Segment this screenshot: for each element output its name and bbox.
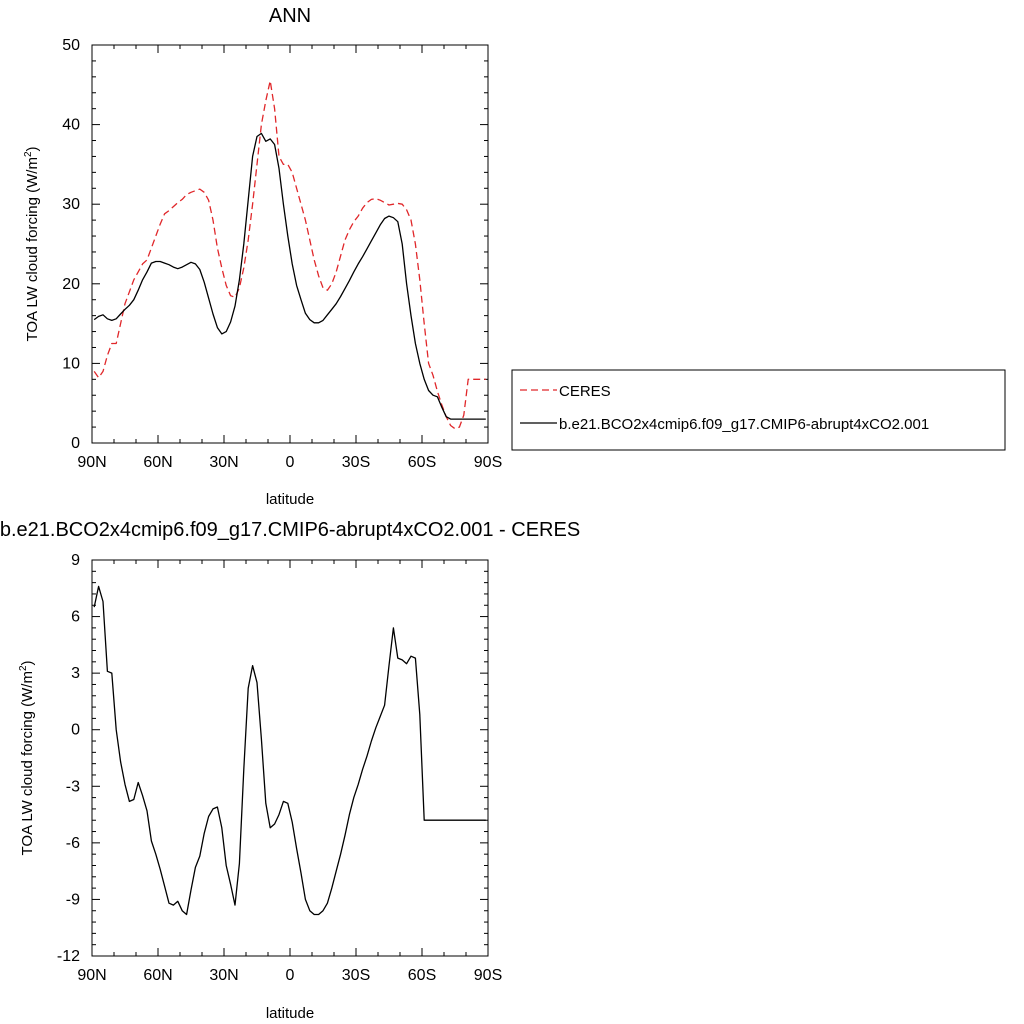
series-line-difference: [93, 585, 486, 916]
tick-labels-difference: 90N 60N 30N 0 30S 60S 90S -12 -9 -6 -3 0 3 6 9: [57, 552, 502, 984]
x-tick-label: 30S: [342, 967, 370, 984]
x-tick-label: 60N: [143, 967, 172, 984]
legend: CERES b.e21.BCO2x4cmip6.f09_g17.CMIP6-ab…: [511, 369, 1006, 451]
panel-annual-cloud-forcing: ANN 90N 60N 30N 0 30S 60S 90S 0 10 20 30 40 50 latit…: [23, 5, 1006, 508]
plot-frame-difference: [91, 559, 489, 957]
chart-title-difference: b.e21.BCO2x4cmip6.f09_g17.CMIP6-abrupt4x…: [0, 519, 580, 541]
y-tick-label: -3: [66, 778, 80, 795]
x-tick-label: 30N: [209, 454, 238, 471]
x-tick-label: 90N: [77, 454, 106, 471]
x-tick-label: 60S: [408, 967, 436, 984]
tick-labels: 90N 60N 30N 0 30S 60S 90S 0 10 20 30 40 50: [62, 37, 502, 471]
y-tick-label: -6: [66, 835, 80, 852]
series-line-ceres: [93, 80, 486, 430]
x-tick-label: 90N: [77, 967, 106, 984]
y-tick-label: 6: [71, 609, 80, 626]
legend-entry-ceres: CERES: [559, 383, 611, 400]
x-tick-label: 90S: [474, 967, 502, 984]
x-tick-label: 30S: [342, 454, 370, 471]
x-tick-label: 60N: [143, 454, 172, 471]
x-tick-label: 30N: [209, 967, 238, 984]
x-tick-label: 0: [286, 967, 295, 984]
y-tick-label: 20: [62, 276, 80, 293]
panel-difference: b.e21.BCO2x4cmip6.f09_g17.CMIP6-abrupt4x…: [0, 519, 580, 1022]
y-tick-label: 0: [71, 435, 80, 452]
series-lines-difference: [93, 585, 486, 916]
y-tick-label: 40: [62, 117, 80, 134]
y-axis-label-tail: ): [24, 146, 41, 151]
axis-ticks-difference: [91, 559, 489, 957]
x-tick-label: 90S: [474, 454, 502, 471]
y-tick-label: -12: [57, 948, 80, 965]
x-axis-label: latitude: [266, 491, 314, 508]
y-tick-label: 10: [62, 355, 80, 372]
y-axis-label-difference: TOA LW cloud forcing (W/m2): [18, 660, 36, 855]
y-tick-label: 0: [71, 722, 80, 739]
legend-entry-model: b.e21.BCO2x4cmip6.f09_g17.CMIP6-abrupt4x…: [559, 416, 929, 433]
legend-box: [511, 369, 1006, 451]
chart-title: ANN: [269, 5, 311, 27]
x-tick-label: 0: [286, 454, 295, 471]
axis-ticks: [91, 44, 489, 444]
y-tick-label: 3: [71, 665, 80, 682]
series-line-model: [93, 132, 486, 420]
y-axis-label-sup: 2: [23, 151, 34, 157]
y-axis-label-sup: 2: [18, 665, 29, 671]
y-axis-label-main: TOA LW cloud forcing (W/m: [19, 671, 36, 856]
y-tick-label: 9: [71, 552, 80, 569]
plot-frame: [91, 44, 489, 444]
x-tick-label: 60S: [408, 454, 436, 471]
y-tick-label: -9: [66, 891, 80, 908]
y-axis-label-tail: ): [19, 660, 36, 665]
y-tick-label: 30: [62, 196, 80, 213]
y-tick-label: 50: [62, 37, 80, 54]
series-lines: [93, 80, 486, 430]
y-axis-label: TOA LW cloud forcing (W/m2): [23, 146, 41, 341]
x-axis-label-difference: latitude: [266, 1005, 314, 1022]
y-axis-label-main: TOA LW cloud forcing (W/m: [24, 157, 41, 342]
